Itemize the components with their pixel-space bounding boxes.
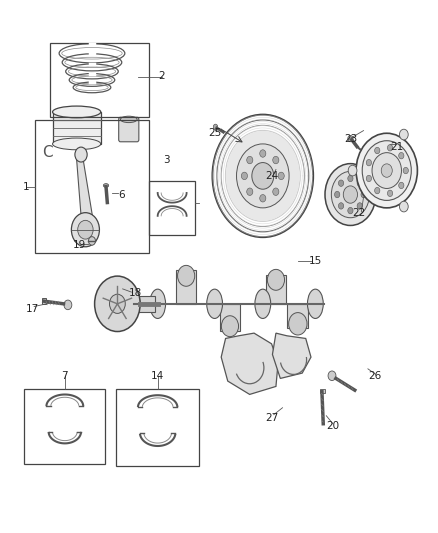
Circle shape xyxy=(372,152,402,189)
Bar xyxy=(42,298,46,304)
Circle shape xyxy=(388,190,393,197)
Bar xyxy=(50,43,149,117)
Circle shape xyxy=(399,182,404,189)
Circle shape xyxy=(226,131,300,221)
Circle shape xyxy=(374,147,380,154)
Circle shape xyxy=(241,172,247,180)
Circle shape xyxy=(88,237,95,245)
Circle shape xyxy=(260,150,266,157)
Circle shape xyxy=(357,203,362,209)
Text: 27: 27 xyxy=(265,414,278,423)
Ellipse shape xyxy=(150,289,166,318)
Circle shape xyxy=(403,167,408,174)
Text: 18: 18 xyxy=(129,288,142,298)
Ellipse shape xyxy=(255,289,271,318)
Polygon shape xyxy=(266,275,286,304)
Circle shape xyxy=(381,164,392,177)
Circle shape xyxy=(95,276,140,332)
Circle shape xyxy=(177,265,195,286)
Circle shape xyxy=(247,156,253,164)
Circle shape xyxy=(361,191,366,198)
Circle shape xyxy=(366,175,371,182)
Text: 19: 19 xyxy=(73,240,86,250)
Text: 2: 2 xyxy=(159,71,166,80)
Circle shape xyxy=(357,180,362,187)
Text: 7: 7 xyxy=(61,371,68,381)
Text: C: C xyxy=(42,146,53,160)
FancyBboxPatch shape xyxy=(119,117,139,142)
Circle shape xyxy=(399,201,408,212)
Circle shape xyxy=(348,135,353,142)
Circle shape xyxy=(356,133,417,208)
Circle shape xyxy=(247,188,253,196)
Circle shape xyxy=(362,141,411,200)
Circle shape xyxy=(339,180,344,187)
Text: 24: 24 xyxy=(265,171,278,181)
Circle shape xyxy=(289,312,307,335)
Circle shape xyxy=(348,207,353,214)
Circle shape xyxy=(399,152,404,159)
Circle shape xyxy=(64,300,72,310)
Circle shape xyxy=(273,188,279,196)
Polygon shape xyxy=(220,304,240,330)
Bar xyxy=(320,389,325,393)
Ellipse shape xyxy=(103,183,109,187)
Text: 15: 15 xyxy=(309,256,322,266)
Text: 22: 22 xyxy=(353,208,366,218)
Circle shape xyxy=(348,175,353,182)
Circle shape xyxy=(221,316,239,337)
Circle shape xyxy=(399,129,408,140)
Polygon shape xyxy=(177,270,196,304)
Circle shape xyxy=(71,213,99,247)
Polygon shape xyxy=(77,160,93,221)
Circle shape xyxy=(252,163,274,189)
Circle shape xyxy=(339,203,344,209)
Bar xyxy=(116,389,199,466)
Circle shape xyxy=(110,294,125,313)
Text: 1: 1 xyxy=(23,182,30,191)
Circle shape xyxy=(348,165,357,176)
Circle shape xyxy=(328,371,336,381)
Text: 14: 14 xyxy=(151,371,164,381)
Circle shape xyxy=(260,195,266,202)
Circle shape xyxy=(325,164,376,225)
Ellipse shape xyxy=(53,106,101,118)
Circle shape xyxy=(343,186,357,203)
Circle shape xyxy=(273,156,279,164)
Text: 21: 21 xyxy=(390,142,403,151)
Polygon shape xyxy=(287,304,308,328)
Circle shape xyxy=(366,159,371,166)
Bar xyxy=(53,112,101,144)
Circle shape xyxy=(374,188,380,194)
Ellipse shape xyxy=(120,116,137,123)
Bar xyxy=(129,296,155,312)
Bar xyxy=(35,120,149,253)
Circle shape xyxy=(335,191,340,198)
Circle shape xyxy=(267,269,285,290)
Polygon shape xyxy=(272,333,311,378)
Circle shape xyxy=(213,124,218,130)
Bar xyxy=(24,389,105,464)
Ellipse shape xyxy=(307,289,323,318)
Circle shape xyxy=(78,220,93,239)
Circle shape xyxy=(75,147,87,162)
Circle shape xyxy=(388,144,393,151)
Ellipse shape xyxy=(207,289,223,318)
Text: 20: 20 xyxy=(326,422,339,431)
Text: 17: 17 xyxy=(26,304,39,314)
Polygon shape xyxy=(221,333,278,394)
Circle shape xyxy=(237,144,289,208)
Circle shape xyxy=(332,172,370,217)
Text: 23: 23 xyxy=(344,134,357,143)
Text: 6: 6 xyxy=(118,190,125,199)
Circle shape xyxy=(278,172,284,180)
Bar xyxy=(149,181,195,235)
Text: 25: 25 xyxy=(208,128,221,138)
Ellipse shape xyxy=(53,138,101,150)
Text: 26: 26 xyxy=(368,371,381,381)
Text: 3: 3 xyxy=(163,155,170,165)
